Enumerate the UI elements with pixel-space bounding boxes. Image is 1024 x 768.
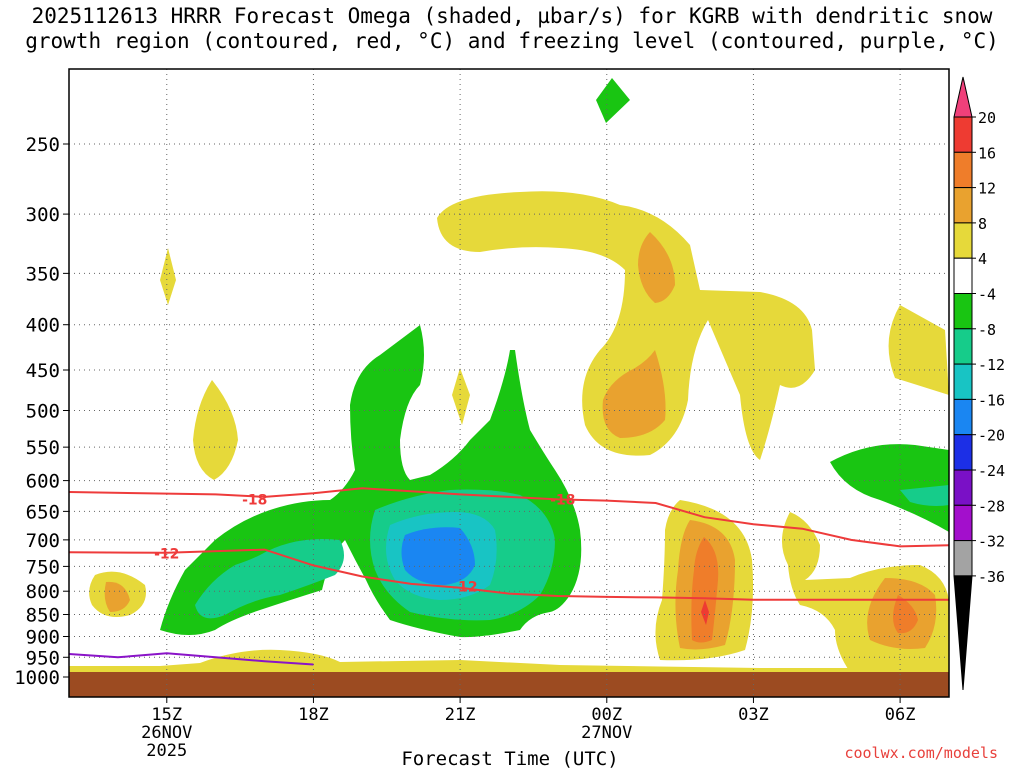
y-tick-label: 800 bbox=[26, 581, 60, 603]
dgz-contour-minus12 bbox=[69, 548, 949, 601]
colorbar-swatch bbox=[953, 328, 973, 365]
omega-negative-4-region bbox=[830, 444, 949, 532]
colorbar-swatch bbox=[953, 469, 973, 506]
y-tick-label: 500 bbox=[26, 401, 60, 423]
colorbar-label: -12 bbox=[978, 356, 1005, 374]
omega-positive-4-region bbox=[452, 368, 470, 425]
omega-negative-4-region bbox=[596, 78, 630, 123]
y-tick-label: 700 bbox=[26, 530, 60, 552]
dgz-contour-minus18 bbox=[69, 487, 949, 548]
omega-positive-12-region bbox=[691, 537, 719, 643]
credit-text: coolwx.com/models bbox=[844, 744, 998, 762]
x-tick-label: 00Z bbox=[591, 705, 622, 725]
title-line-1: 2025112613 HRRR Forecast Omega (shaded, … bbox=[31, 4, 993, 28]
colorbar-label: -36 bbox=[978, 568, 1005, 586]
y-tick-label: 1000 bbox=[14, 667, 60, 689]
plot-frame bbox=[68, 68, 950, 698]
y-tick-label: 650 bbox=[26, 501, 60, 523]
colorbar-swatch bbox=[953, 116, 973, 153]
y-axis: 2503003504004505005506006507007508008509… bbox=[14, 134, 69, 689]
omega-positive-4-region bbox=[437, 191, 815, 460]
colorbar-swatch bbox=[953, 257, 973, 295]
colorbar-label: -28 bbox=[978, 497, 1005, 515]
colorbar-swatch bbox=[953, 434, 973, 471]
contour-label: -18 bbox=[550, 492, 575, 508]
y-tick-label: 350 bbox=[26, 263, 60, 285]
omega-positive-4-region bbox=[160, 248, 176, 305]
y-tick-label: 250 bbox=[26, 134, 60, 156]
y-tick-label: 950 bbox=[26, 647, 60, 669]
grid-lines bbox=[69, 69, 949, 697]
x-tick-label: 18Z bbox=[298, 705, 329, 725]
omega-positive-8-region bbox=[104, 581, 130, 612]
colorbar-label: -32 bbox=[978, 533, 1005, 551]
omega-positive-8-region bbox=[638, 232, 675, 303]
x-tick-date-label: 26NOV bbox=[141, 723, 192, 743]
colorbar-label: 4 bbox=[978, 250, 987, 268]
omega-negative-16-region bbox=[401, 527, 475, 585]
y-tick-label: 300 bbox=[26, 204, 60, 226]
x-tick-year-label: 2025 bbox=[146, 741, 187, 761]
ground-surface bbox=[69, 672, 949, 697]
x-tick-label: 06Z bbox=[885, 705, 916, 725]
omega-shading bbox=[69, 78, 949, 697]
x-tick-date-label: 27NOV bbox=[581, 723, 632, 743]
contour-label: -12 bbox=[452, 579, 477, 595]
y-tick-label: 900 bbox=[26, 626, 60, 648]
omega-positive-16-region bbox=[701, 600, 709, 625]
colorbar-label: 16 bbox=[978, 144, 996, 162]
colorbar: 20 16 12 8 4 -4 -8 -12 -16 -20 -24 -28 -32 -36 bbox=[953, 76, 1005, 691]
freezing-level-contour bbox=[69, 652, 314, 666]
x-tick-label: 15Z bbox=[151, 705, 182, 725]
colorbar-label: -20 bbox=[978, 427, 1005, 445]
omega-positive-12-region bbox=[893, 595, 918, 634]
x-axis-label: Forecast Time (UTC) bbox=[401, 748, 618, 768]
y-tick-label: 850 bbox=[26, 605, 60, 627]
colorbar-label: -24 bbox=[978, 462, 1005, 480]
y-tick-label: 450 bbox=[26, 360, 60, 382]
colorbar-swatch bbox=[953, 293, 973, 330]
colorbar-swatch bbox=[953, 504, 973, 542]
colorbar-label: 8 bbox=[978, 215, 987, 233]
colorbar-label: -16 bbox=[978, 391, 1005, 409]
omega-negative-8-region bbox=[900, 485, 949, 506]
omega-negative-8-region bbox=[195, 539, 344, 619]
chart-title: 2025112613 HRRR Forecast Omega (shaded, … bbox=[0, 4, 1024, 54]
colorbar-label: 20 bbox=[978, 109, 996, 127]
colorbar-bottom-arrow bbox=[953, 575, 973, 691]
colorbar-top-arrow bbox=[953, 76, 973, 118]
title-line-2: growth region (contoured, red, °C) and f… bbox=[25, 29, 999, 53]
x-tick-label: 21Z bbox=[445, 705, 476, 725]
colorbar-swatch bbox=[953, 187, 973, 224]
y-tick-label: 550 bbox=[26, 437, 60, 459]
omega-positive-8-region bbox=[602, 350, 666, 438]
colorbar-swatch bbox=[953, 222, 973, 259]
y-tick-label: 400 bbox=[26, 315, 60, 337]
omega-positive-4-region bbox=[193, 380, 238, 480]
contour-labels: -18 -18 -12 -12 bbox=[154, 492, 575, 595]
contour-label: -18 bbox=[242, 492, 267, 508]
omega-positive-4-region bbox=[888, 305, 949, 395]
x-tick-label: 03Z bbox=[738, 705, 769, 725]
y-tick-label: 600 bbox=[26, 471, 60, 493]
contour-label: -12 bbox=[154, 546, 179, 562]
colorbar-swatch bbox=[953, 363, 973, 400]
colorbar-swatch bbox=[953, 540, 973, 577]
y-tick-label: 750 bbox=[26, 556, 60, 578]
colorbar-swatch bbox=[953, 398, 973, 436]
colorbar-label: -4 bbox=[978, 286, 996, 304]
omega-positive-4-region bbox=[69, 649, 949, 672]
colorbar-swatch bbox=[953, 151, 973, 189]
contour-lines bbox=[69, 487, 949, 666]
colorbar-label: -8 bbox=[978, 321, 996, 339]
colorbar-label: 12 bbox=[978, 180, 996, 198]
